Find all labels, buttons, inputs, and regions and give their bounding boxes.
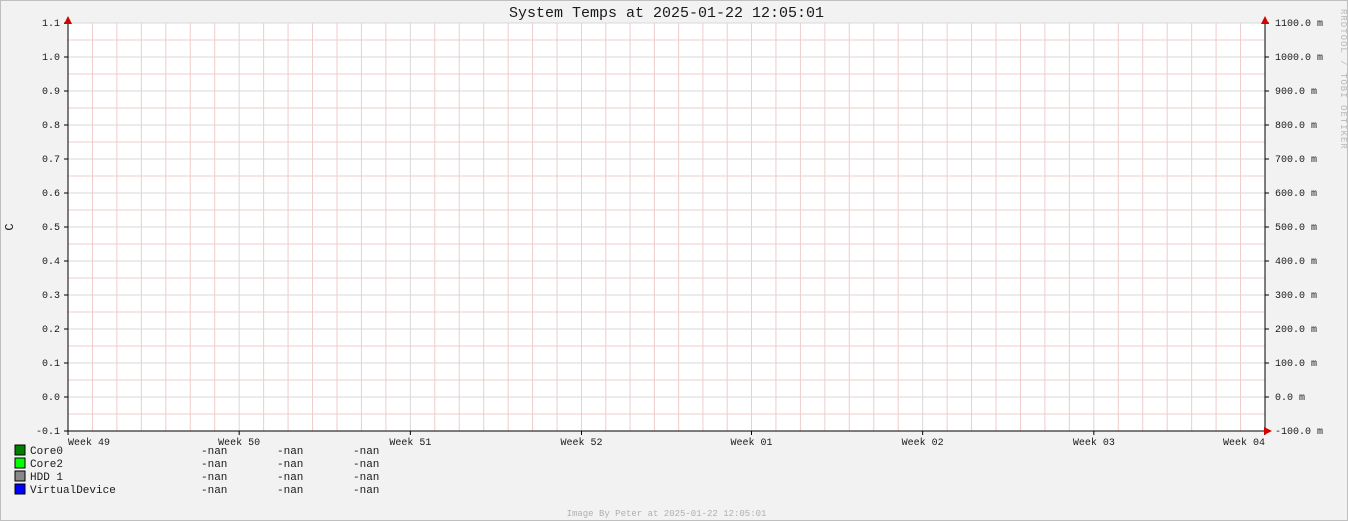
x-tick-label: Week 51 (389, 437, 431, 449)
y-tick-label-left: 0.9 (42, 87, 60, 98)
legend-value: -nan (353, 446, 379, 458)
legend-label: VirtualDevice (30, 485, 116, 497)
y-tick-label-right: 0.0 m (1275, 393, 1305, 404)
legend-value: -nan (277, 459, 303, 471)
footer-text: Image By Peter at 2025-01-22 12:05:01 (567, 509, 767, 519)
y-tick-label-left: 0.2 (42, 325, 60, 336)
y-tick-label-right: 1100.0 m (1275, 19, 1323, 30)
axis-arrow-up-icon (64, 16, 72, 24)
legend-value: -nan (201, 446, 227, 458)
y-tick-label-right: 700.0 m (1275, 155, 1317, 166)
y-tick-label-right: 400.0 m (1275, 257, 1317, 268)
y-tick-label-right: 600.0 m (1275, 189, 1317, 200)
x-tick-label: Week 03 (1073, 437, 1115, 449)
chart-svg: -0.1 0.0 0.1 0.2 0.3 0.4 0.5 0.6 0.7 0.8 0.9 1.0 1.1… (1, 1, 1347, 520)
y-tick-label-left: -0.1 (36, 427, 60, 438)
y-tick-label-left: 0.8 (42, 121, 60, 132)
y-tick-label-right: -100.0 m (1275, 427, 1323, 438)
y-tick-label-left: 0.6 (42, 189, 60, 200)
y-tick-label-right: 800.0 m (1275, 121, 1317, 132)
y-tick-label-right: 900.0 m (1275, 87, 1317, 98)
axis-arrow-up-icon (1261, 16, 1269, 24)
legend-value: -nan (353, 485, 379, 497)
x-tick-label: Week 02 (902, 437, 944, 449)
legend-label: Core0 (30, 446, 63, 458)
legend-label: HDD 1 (30, 472, 63, 484)
legend-swatch (15, 471, 25, 481)
y-tick-label-right: 100.0 m (1275, 359, 1317, 370)
legend-value: -nan (277, 485, 303, 497)
legend-swatch (15, 484, 25, 494)
x-tick-label: Week 49 (68, 437, 110, 449)
legend-value: -nan (277, 472, 303, 484)
y-tick-label-left: 0.4 (42, 257, 60, 268)
y-tick-label-left: 0.5 (42, 223, 60, 234)
y-tick-label-left: 0.0 (42, 393, 60, 404)
axis-arrow-right-icon (1264, 427, 1272, 435)
y-tick-label-left: 0.3 (42, 291, 60, 302)
legend-label: Core2 (30, 459, 63, 471)
legend-swatch (15, 445, 25, 455)
chart-frame: -0.1 0.0 0.1 0.2 0.3 0.4 0.5 0.6 0.7 0.8 0.9 1.0 1.1… (0, 0, 1348, 521)
y-tick-label-right: 300.0 m (1275, 291, 1317, 302)
chart-title: System Temps at 2025-01-22 12:05:01 (509, 5, 824, 22)
legend-swatch (15, 458, 25, 468)
legend-value: -nan (201, 472, 227, 484)
watermark-text: RRDTOOL / TOBI OETIKER (1338, 9, 1347, 150)
y-tick-label-left: 1.0 (42, 53, 60, 64)
x-tick-label: Week 01 (730, 437, 772, 449)
y-tick-label-left: 0.1 (42, 359, 60, 370)
legend-value: -nan (353, 459, 379, 471)
legend-value: -nan (353, 472, 379, 484)
y-tick-label-left: 1.1 (42, 19, 60, 30)
legend-value: -nan (201, 459, 227, 471)
y-tick-label-left: 0.7 (42, 155, 60, 166)
y-tick-label-right: 500.0 m (1275, 223, 1317, 234)
y-tick-label-right: 1000.0 m (1275, 53, 1323, 64)
legend-value: -nan (277, 446, 303, 458)
y-tick-label-right: 200.0 m (1275, 325, 1317, 336)
x-tick-label: Week 52 (561, 437, 603, 449)
y-axis-label: C (3, 223, 17, 230)
x-tick-label: Week 04 (1223, 437, 1265, 449)
legend-value: -nan (201, 485, 227, 497)
